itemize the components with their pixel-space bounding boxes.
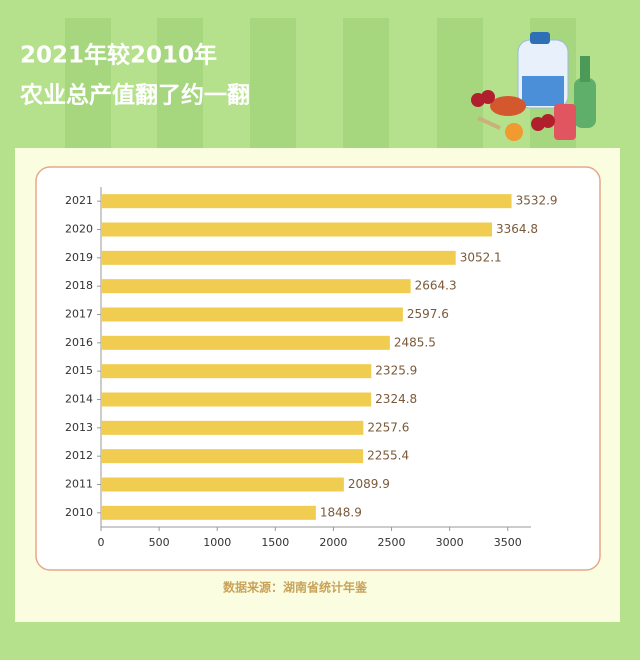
bar: [101, 392, 372, 407]
bar: [101, 250, 456, 265]
y-tick-label: 2010: [65, 506, 93, 519]
value-label: 3052.1: [460, 250, 502, 264]
y-tick-label: 2014: [65, 393, 93, 406]
y-tick-label: 2017: [65, 308, 93, 321]
subtitle: 农业总产值翻了约一翻: [19, 82, 250, 109]
bar: [101, 420, 364, 435]
value-label: 3364.8: [496, 222, 538, 236]
value-label: 2324.8: [375, 392, 417, 406]
x-tick-label: 500: [149, 536, 170, 549]
x-tick-label: 2500: [378, 536, 406, 549]
stripes: [65, 18, 576, 148]
value-label: 2664.3: [415, 279, 457, 293]
food-illustration: [471, 32, 596, 141]
bar: [101, 222, 493, 237]
bar: [101, 364, 372, 379]
y-tick-label: 2015: [65, 364, 93, 377]
bar: [101, 335, 390, 350]
bar: [101, 505, 316, 520]
bar: [101, 279, 411, 294]
y-tick-label: 2019: [65, 251, 93, 264]
value-label: 1848.9: [320, 505, 362, 519]
value-label: 2597.6: [407, 307, 449, 321]
bar: [101, 194, 512, 209]
x-tick-label: 2000: [319, 536, 347, 549]
x-tick-label: 1000: [203, 536, 231, 549]
value-label: 2325.9: [375, 364, 417, 378]
y-tick-label: 2016: [65, 336, 93, 349]
x-tick-label: 3500: [494, 536, 522, 549]
y-tick-label: 2018: [65, 279, 93, 292]
value-label: 2485.5: [394, 335, 436, 349]
value-label: 2255.4: [367, 449, 409, 463]
y-tick-label: 2012: [65, 449, 93, 462]
source: 数据来源：湖南省统计年鉴: [223, 580, 368, 595]
x-tick-label: 0: [98, 536, 105, 549]
x-tick-label: 1500: [261, 536, 289, 549]
plot: 0 500 1000 1500 2000 2500 3000 3500 2021 3532.9 20…: [65, 187, 558, 549]
bar: [101, 449, 364, 464]
bar: [101, 477, 344, 492]
y-tick-label: 2020: [65, 223, 93, 236]
y-tick-label: 2011: [65, 478, 93, 491]
title: 2021年较2010年: [20, 42, 217, 69]
y-tick-label: 2021: [65, 194, 93, 207]
bar: [101, 307, 403, 322]
value-label: 2257.6: [367, 420, 409, 434]
value-label: 3532.9: [516, 194, 558, 208]
value-label: 2089.9: [348, 477, 390, 491]
y-tick-label: 2013: [65, 421, 93, 434]
x-tick-label: 3000: [436, 536, 464, 549]
